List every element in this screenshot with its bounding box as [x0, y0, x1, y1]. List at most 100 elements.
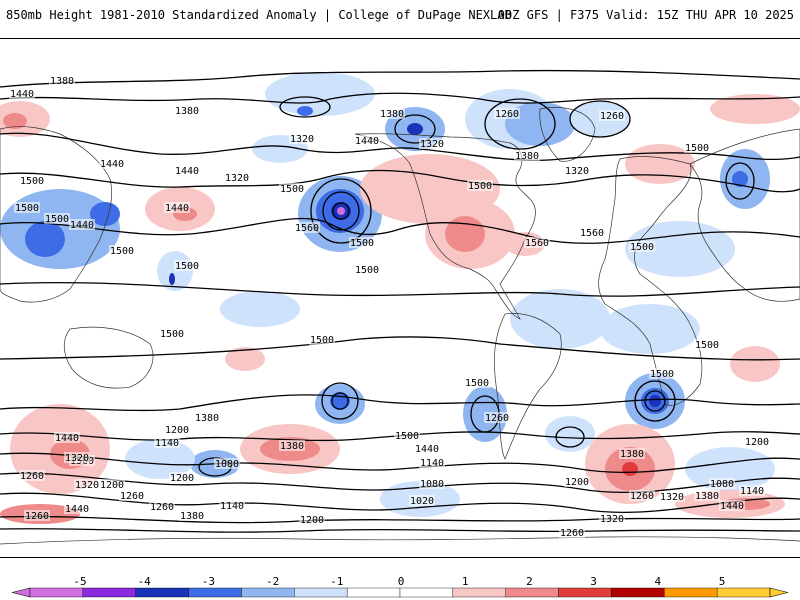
anomaly-positive-region — [710, 94, 800, 124]
contour-value-label: 1500 — [695, 340, 719, 351]
contour-label-bg — [149, 501, 175, 512]
contour-label-bg — [349, 237, 375, 248]
contour-label-bg — [709, 478, 735, 489]
contour-label-bg — [419, 478, 445, 489]
contour-label-bg — [464, 377, 490, 388]
contour-value-label: 1080 — [215, 459, 239, 470]
contour-label-bg — [354, 135, 380, 146]
anomaly-extreme-low — [337, 207, 345, 215]
contour-value-label: 1200 — [745, 437, 769, 448]
contour-label-bg — [619, 448, 645, 459]
contour-value-label: 1380 — [620, 449, 644, 460]
contour-line — [0, 69, 800, 88]
europe-africa-coast — [598, 156, 703, 406]
contour-value-label: 1500 — [350, 238, 374, 249]
colorbar-segment — [452, 587, 506, 598]
contour-label-bg — [9, 88, 35, 99]
contour-line — [0, 282, 800, 297]
contour-label-bg — [379, 108, 405, 119]
contour-closed-low — [332, 202, 350, 220]
colorbar-tick-label: 5 — [718, 575, 726, 588]
anomaly-negative-region — [25, 221, 65, 257]
contour-label-bg — [564, 165, 590, 176]
contour-label-bg — [164, 424, 190, 435]
contour-line — [0, 217, 800, 244]
colorbar-segment — [346, 587, 401, 598]
colorbar-right-arrow — [769, 587, 789, 598]
contour-value-label: 1560 — [295, 223, 319, 234]
contour-value-label: 1560 — [580, 228, 604, 239]
coastlines — [0, 107, 800, 545]
colorbar-segment — [558, 587, 612, 598]
contour-value-label: 1440 — [720, 501, 744, 512]
contour-closed-low — [484, 98, 556, 150]
map-title: 850mb Height 1981-2010 Standardized Anom… — [6, 8, 512, 22]
colorbar-segment — [188, 587, 242, 598]
anomaly-negative-region — [330, 392, 350, 410]
australia-coast — [63, 326, 154, 389]
antarctica-coast — [0, 536, 800, 545]
contour-label-bg — [599, 110, 625, 121]
contour-value-label: 1500 — [630, 242, 654, 253]
contour-closed-low — [322, 191, 360, 231]
contour-value-label: 1560 — [525, 238, 549, 249]
contour-value-label: 1500 — [175, 261, 199, 272]
contour-value-label: 1320 — [65, 453, 89, 464]
contour-label-bg — [659, 491, 685, 502]
anomaly-negative-region — [510, 289, 610, 349]
contour-label-bg — [524, 237, 550, 248]
contour-value-label: 1440 — [415, 444, 439, 455]
model-valid-time: 00Z GFS | F375 Valid: 15Z THU APR 10 202… — [497, 8, 794, 22]
contour-closed-low — [310, 178, 372, 244]
colorbar-segment — [29, 587, 84, 598]
contour-value-label: 1200 — [165, 425, 189, 436]
contour-line — [0, 394, 800, 412]
contour-label-bg — [649, 368, 675, 379]
contour-closed-low — [634, 380, 676, 422]
contour-line — [0, 169, 800, 193]
colorbar-tick-label: 0 — [397, 575, 405, 588]
anomaly-negative-region — [220, 291, 300, 327]
colorbar-segment — [716, 587, 771, 598]
map-panel[interactable]: 1380 1440 1380 1260 1320 1260 1380 1320 1440 1380… — [0, 38, 800, 558]
contour-label-bg — [74, 479, 100, 490]
colorbar-segment — [135, 587, 189, 598]
contour-line — [0, 515, 800, 524]
contour-label-bg — [419, 138, 445, 149]
title-bar: 850mb Height 1981-2010 Standardized Anom… — [0, 0, 800, 38]
colorbar-segment — [664, 587, 718, 598]
contour-value-label: 1260 — [495, 109, 519, 120]
contour-value-label: 1320 — [600, 514, 624, 525]
anomaly-positive-region — [445, 216, 485, 252]
contour-line — [0, 431, 800, 442]
anomaly-negative-region — [90, 202, 120, 226]
anomaly-positive-region — [3, 113, 27, 129]
anomaly-negative-region — [265, 72, 375, 116]
contour-value-label: 1140 — [420, 458, 444, 469]
contour-value-label: 1380 — [380, 109, 404, 120]
contour-label-bg — [419, 457, 445, 468]
contour-label-bg — [294, 222, 320, 233]
anomaly-negative-region — [407, 123, 423, 135]
contour-value-label: 1500 — [310, 335, 334, 346]
contour-label-bg — [44, 213, 70, 224]
colorbar-tick-label: -4 — [137, 575, 151, 588]
contour-value-label: 1260 — [25, 511, 49, 522]
contour-value-label: 1500 — [45, 214, 69, 225]
contour-value-label: 1380 — [50, 76, 74, 87]
contour-value-label: 1260 — [630, 491, 654, 502]
contour-closed-low — [644, 390, 666, 412]
contour-value-label: 1500 — [160, 329, 184, 340]
contour-label-bg — [309, 334, 335, 345]
contour-label-bg — [467, 180, 493, 191]
contour-label-bg — [119, 490, 145, 501]
anomaly-shading — [0, 72, 800, 524]
contour-value-label: 1440 — [70, 220, 94, 231]
contour-value-label: 1500 — [20, 176, 44, 187]
contour-value-label: 1380 — [695, 491, 719, 502]
contour-label-bg — [174, 105, 200, 116]
contour-label-bg — [49, 75, 75, 86]
anomaly-positive-region — [730, 346, 780, 382]
contour-label-bg — [744, 436, 770, 447]
contour-value-label: 1500 — [468, 181, 492, 192]
